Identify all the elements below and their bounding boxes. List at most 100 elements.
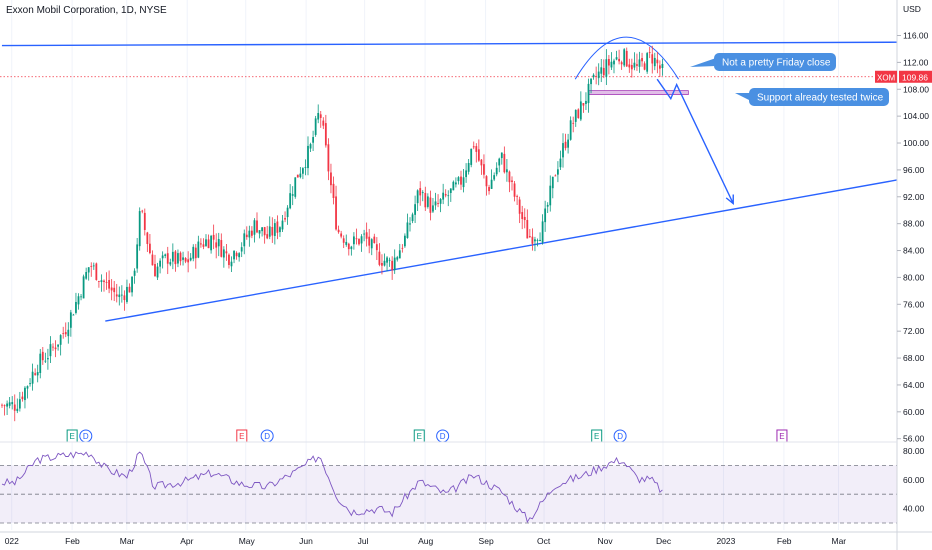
candle-body — [572, 122, 575, 124]
rsi-tick-label: 40.00 — [903, 504, 925, 514]
candle-body — [536, 240, 539, 241]
candle-body — [133, 270, 136, 276]
candle-body — [31, 371, 34, 384]
candle-body — [393, 257, 396, 271]
candle-body — [375, 244, 378, 251]
callout-box — [714, 53, 836, 71]
candle-body — [523, 216, 526, 221]
price-tick-label: 64.00 — [903, 380, 925, 390]
candle-body — [128, 286, 131, 293]
candle-body — [355, 238, 358, 240]
candle-body — [80, 296, 82, 298]
candle-body — [498, 158, 501, 166]
candle-body — [261, 227, 263, 232]
time-tick-label: Aug — [418, 536, 433, 546]
candle-body — [8, 402, 11, 406]
candle-body — [411, 214, 414, 222]
event-marker-letter: D — [264, 432, 270, 441]
candle-body — [409, 223, 411, 225]
candle-body — [549, 185, 552, 206]
candle-body — [256, 220, 258, 233]
candle-body — [579, 101, 582, 120]
candle-body — [363, 233, 365, 235]
candle-body — [419, 188, 422, 196]
candle-body — [493, 175, 496, 180]
candle-body — [177, 253, 179, 264]
candle-body — [225, 251, 228, 254]
candle-body — [207, 239, 210, 249]
candle-body — [467, 163, 470, 172]
candle-body — [161, 255, 164, 259]
candle-body — [613, 60, 615, 65]
candle-body — [615, 57, 618, 60]
drawings-layer — [0, 36, 898, 322]
candle-body — [551, 176, 554, 189]
candle-body — [312, 137, 314, 143]
candle-body — [648, 52, 651, 54]
candle-body — [289, 193, 292, 209]
candle-body — [184, 258, 187, 262]
candle-body — [159, 260, 161, 267]
candle-body — [16, 408, 19, 412]
candle-body — [628, 64, 631, 68]
candle-body — [11, 402, 14, 405]
rsi-pane — [0, 451, 897, 524]
candle-body — [220, 240, 223, 257]
price-tick-label: 60.00 — [903, 407, 925, 417]
candle-body — [197, 241, 200, 258]
candle-body — [365, 232, 368, 239]
price-tick-label: 72.00 — [903, 326, 925, 336]
candle-body — [618, 58, 620, 62]
candle-body — [72, 314, 75, 316]
callout-pointer — [690, 58, 716, 67]
candle-body — [370, 239, 373, 249]
candle-body — [75, 301, 77, 313]
candle-body — [57, 344, 59, 347]
price-tick-label: 104.00 — [903, 111, 929, 121]
candle-body — [585, 100, 587, 104]
candle-body — [271, 227, 274, 236]
candle-body — [36, 372, 39, 376]
candle-body — [426, 196, 429, 207]
candle-body — [646, 53, 649, 72]
candle-body — [235, 252, 238, 257]
candle-body — [429, 197, 432, 213]
candle-body — [322, 120, 325, 126]
candle-body — [444, 194, 447, 196]
candle-body — [340, 233, 343, 237]
candle-body — [95, 263, 98, 280]
candle-body — [276, 221, 279, 233]
candle-body — [605, 59, 608, 77]
event-marker-letter: E — [69, 432, 74, 441]
candle-body — [202, 244, 205, 247]
candle-body — [623, 49, 626, 66]
candle-body — [166, 253, 169, 264]
candle-body — [1, 404, 3, 406]
candle-body — [49, 344, 52, 357]
candle-body — [85, 272, 88, 279]
candle-body — [567, 139, 569, 148]
candle-body — [483, 164, 485, 175]
candle-body — [228, 254, 230, 265]
candle-body — [143, 212, 146, 230]
candle-body — [610, 61, 613, 68]
event-marker-letter: D — [83, 432, 89, 441]
candle-body — [656, 59, 659, 64]
event-marker-letter: E — [594, 432, 599, 441]
candle-body — [600, 67, 603, 74]
price-tick-label: 96.00 — [903, 165, 925, 175]
time-tick-label: 022 — [5, 536, 19, 546]
callout-friday-close: Not a pretty Friday close — [690, 53, 836, 71]
event-marker-letter: E — [239, 432, 244, 441]
candle-body — [138, 211, 141, 247]
callout-pointer — [735, 93, 751, 101]
candle-body — [442, 192, 445, 200]
candle-body — [179, 252, 182, 262]
candle-body — [302, 168, 304, 174]
candle-body — [307, 145, 309, 169]
time-tick-label: Sep — [479, 536, 494, 546]
candle-body — [171, 251, 174, 262]
candle-body — [416, 190, 419, 204]
candle-body — [353, 236, 355, 245]
